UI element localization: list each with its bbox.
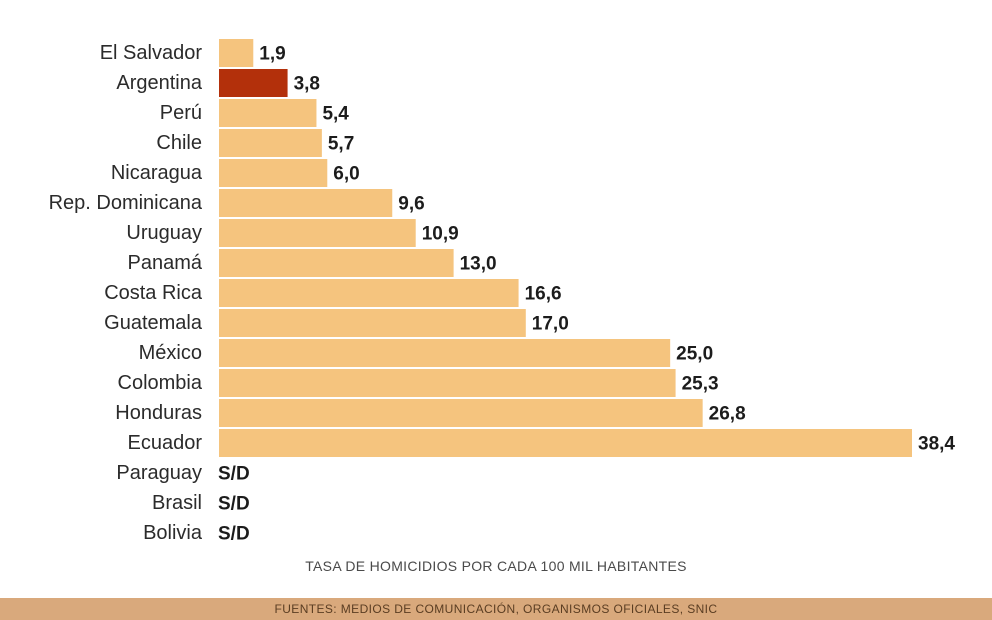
bar-mexico <box>219 339 671 367</box>
homicide-rate-bar-chart: El Salvador 1,9 Argentina 3,8 Perú 5,4 Chile 5,… <box>49 39 955 545</box>
value-label-ecuador: 38,4 <box>918 434 955 455</box>
category-label-ecuador: Ecuador <box>128 432 203 454</box>
bar-nicaragua <box>219 159 328 187</box>
category-label-panama: Panamá <box>128 252 203 274</box>
bar-uruguay <box>219 219 416 247</box>
x-axis-caption: TASA DE HOMICIDIOS POR CADA 100 MIL HABI… <box>305 558 687 574</box>
bar-el-salvador <box>219 39 254 67</box>
category-label-guatemala: Guatemala <box>104 312 203 334</box>
bar-colombia <box>219 369 676 397</box>
category-label-brasil: Brasil <box>152 492 202 514</box>
sources-footer: FUENTES: MEDIOS DE COMUNICACIÓN, ORGANIS… <box>0 598 992 620</box>
value-label-brasil: S/D <box>218 494 250 515</box>
bar-costa-rica <box>219 279 519 307</box>
bar-honduras <box>219 399 703 427</box>
value-label-honduras: 26,8 <box>709 404 746 425</box>
value-label-peru: 5,4 <box>322 104 349 125</box>
category-label-argentina: Argentina <box>116 72 202 94</box>
value-label-costa-rica: 16,6 <box>525 284 562 305</box>
bar-guatemala <box>219 309 526 337</box>
value-label-uruguay: 10,9 <box>422 224 459 245</box>
category-label-mexico: México <box>139 342 202 364</box>
value-label-guatemala: 17,0 <box>532 314 569 335</box>
bar-rep-dominicana <box>219 189 393 217</box>
value-label-chile: 5,7 <box>328 134 354 155</box>
category-label-colombia: Colombia <box>118 372 203 394</box>
category-label-peru: Perú <box>160 102 202 124</box>
category-label-chile: Chile <box>156 132 202 154</box>
value-label-argentina: 3,8 <box>294 74 320 95</box>
category-label-nicaragua: Nicaragua <box>111 162 203 184</box>
bar-ecuador <box>219 429 912 457</box>
value-label-rep-dominicana: 9,6 <box>398 194 424 215</box>
category-label-paraguay: Paraguay <box>116 462 202 484</box>
bar-panama <box>219 249 454 277</box>
value-label-panama: 13,0 <box>460 254 497 275</box>
value-label-nicaragua: 6,0 <box>333 164 359 185</box>
category-label-honduras: Honduras <box>115 402 202 424</box>
category-label-bolivia: Bolivia <box>143 522 203 544</box>
category-label-costa-rica: Costa Rica <box>104 282 203 304</box>
bar-peru <box>219 99 317 127</box>
value-label-mexico: 25,0 <box>676 344 713 365</box>
category-label-uruguay: Uruguay <box>126 222 202 244</box>
category-label-el-salvador: El Salvador <box>100 42 203 64</box>
value-label-bolivia: S/D <box>218 524 250 545</box>
category-label-rep-dominicana: Rep. Dominicana <box>49 192 203 214</box>
value-label-colombia: 25,3 <box>682 374 719 395</box>
bar-chile <box>219 129 322 157</box>
value-label-el-salvador: 1,9 <box>259 44 285 65</box>
bar-argentina <box>219 69 288 97</box>
value-label-paraguay: S/D <box>218 464 250 485</box>
